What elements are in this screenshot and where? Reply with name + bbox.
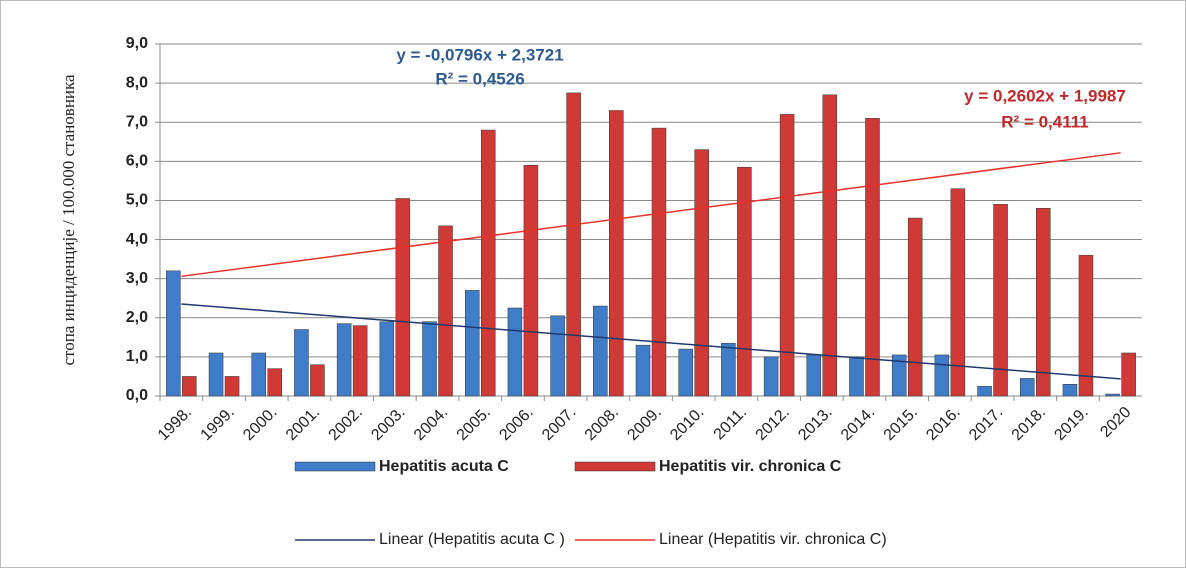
bar — [464, 290, 480, 397]
bar — [267, 368, 282, 397]
bar — [550, 315, 565, 397]
bar — [507, 307, 523, 397]
y-axis-label: стопа инциденције / 100.000 становника — [59, 74, 78, 366]
bar — [336, 323, 352, 397]
bar — [422, 321, 437, 397]
legend-label: Hepatitis vir. chronica C — [659, 458, 842, 475]
trend-equation: y = 0,2602x + 1,9987 — [964, 86, 1126, 105]
y-tick-label: 4,0 — [126, 231, 148, 248]
bar — [678, 348, 693, 397]
trendline — [181, 303, 1121, 380]
bar — [224, 376, 240, 397]
legend-label: Linear (Hepatitis vir. chronica C) — [659, 531, 887, 548]
bar — [822, 94, 838, 397]
bar — [609, 110, 624, 397]
bar — [251, 352, 266, 397]
bar — [566, 92, 581, 397]
bar — [1105, 393, 1120, 397]
bar — [379, 321, 395, 397]
bar — [849, 356, 864, 397]
trend-equation: y = -0,0796x + 2,3721 — [396, 45, 563, 64]
bar — [763, 356, 779, 397]
bar — [865, 118, 880, 397]
bar — [1121, 352, 1136, 397]
trend-r2: R² = 0,4111 — [1001, 112, 1088, 131]
bar — [907, 217, 923, 397]
bar — [208, 352, 224, 397]
bar — [635, 344, 651, 397]
bar — [438, 225, 453, 397]
bar — [395, 198, 411, 397]
y-tick-label: 8,0 — [126, 74, 148, 91]
bar — [1020, 378, 1035, 397]
bar — [166, 270, 181, 397]
y-tick-label: 1,0 — [126, 348, 148, 365]
legend-label: Hepatitis acuta C — [379, 458, 509, 475]
bar — [182, 376, 197, 397]
bar — [294, 329, 309, 397]
trendline — [181, 152, 1121, 278]
bar — [1078, 254, 1094, 397]
y-tick-label: 3,0 — [126, 270, 148, 287]
bar — [950, 188, 966, 397]
bar — [593, 305, 608, 397]
y-tick-label: 9,0 — [126, 35, 148, 52]
bar — [1062, 384, 1078, 397]
bar — [1036, 208, 1051, 397]
y-tick-label: 6,0 — [126, 153, 148, 170]
y-tick-label: 0,0 — [126, 387, 148, 404]
legend-swatch — [574, 461, 656, 472]
bar — [977, 385, 992, 397]
y-tick-label: 5,0 — [126, 192, 148, 209]
bar — [721, 342, 736, 397]
bar — [694, 149, 709, 397]
bar — [480, 129, 496, 397]
legend-swatch — [294, 461, 376, 472]
bar — [310, 364, 325, 397]
trend-r2: R² = 0,4526 — [435, 69, 524, 88]
bar — [891, 354, 907, 397]
bar — [737, 166, 752, 397]
bar — [934, 354, 950, 397]
legend-label: Linear (Hepatitis acuta C ) — [379, 531, 565, 548]
bar — [352, 325, 368, 397]
bar — [651, 127, 667, 397]
bar — [523, 164, 539, 397]
bar — [806, 354, 822, 397]
y-tick-label: 2,0 — [126, 309, 148, 326]
bar — [993, 204, 1008, 397]
bar — [779, 114, 795, 397]
y-tick-label: 7,0 — [126, 113, 148, 130]
